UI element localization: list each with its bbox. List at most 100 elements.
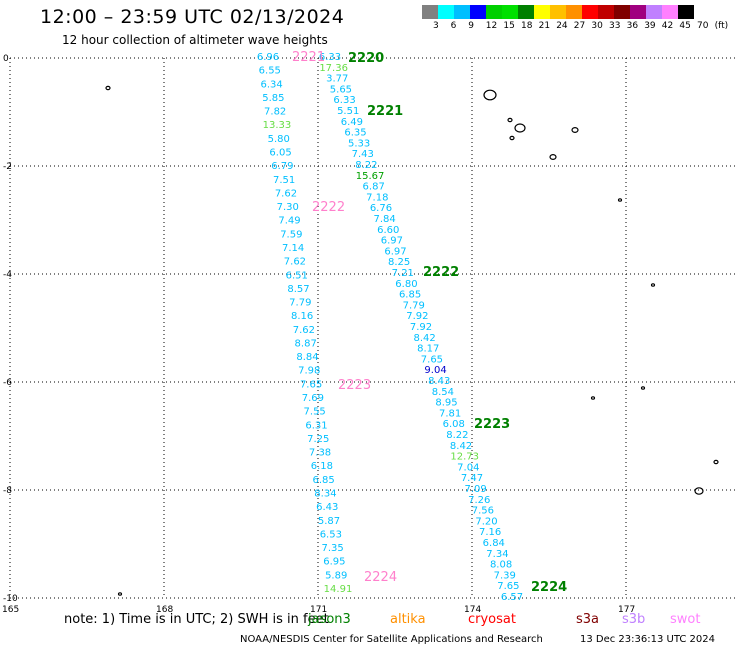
wave-height-value: 8.87 <box>295 338 317 349</box>
island-outline <box>590 396 596 400</box>
footer-credit: NOAA/NESDIS Center for Satellite Applica… <box>240 634 543 645</box>
wave-height-value: 8.84 <box>296 352 318 363</box>
wave-height-value: 6.85 <box>313 475 335 486</box>
wave-height-value: 7.47 <box>461 473 483 484</box>
wave-height-value: 8.95 <box>435 398 457 409</box>
wave-height-value: 8.34 <box>314 489 336 500</box>
wave-height-value: 7.84 <box>373 214 395 225</box>
wave-height-value: 7.49 <box>278 216 300 227</box>
colorbar-label: 45 <box>679 21 691 31</box>
colorbar-swatch <box>662 5 678 19</box>
wave-height-value: 7.43 <box>352 149 374 160</box>
wave-height-value: 7.81 <box>439 408 461 419</box>
wave-height-value: 6.76 <box>370 203 392 214</box>
wave-height-value: 6.31 <box>305 420 327 431</box>
island-outline <box>571 126 579 133</box>
wave-height-value: 7.92 <box>406 311 428 322</box>
island-outline <box>117 592 123 596</box>
colorbar-swatch <box>518 5 534 19</box>
wave-height-value: 5.51 <box>337 106 359 117</box>
colorbar-label: 12 <box>485 21 498 31</box>
wave-height-colorbar <box>422 5 694 19</box>
wave-height-value: 7.51 <box>273 175 295 186</box>
wave-height-value: 12.73 <box>450 452 479 463</box>
colorbar-swatch <box>486 5 502 19</box>
map-grid <box>9 57 738 599</box>
wave-height-value: 6.51 <box>286 270 308 281</box>
wave-height-value: 7.14 <box>282 243 304 254</box>
colorbar-swatch <box>534 5 550 19</box>
wave-height-value: 6.57 <box>501 592 523 603</box>
colorbar-labels: 3 6 9 12 15 18 21 24 27 30 33 36 39 42 45 70 (ft) <box>422 21 740 33</box>
wave-height-value: 7.30 <box>277 202 299 213</box>
wave-height-value: 6.33 <box>333 95 355 106</box>
lat-label: -6 <box>3 378 12 388</box>
altimeter-tracks: 6.96 6.55 6.34 5.85 7.82 13.33 5.80 6.05 6.79 7.5… <box>257 52 523 603</box>
island-outline <box>617 198 623 202</box>
island-outline <box>713 459 719 465</box>
wave-height-value: 6.33 <box>319 52 341 63</box>
colorbar-label: (ft) <box>714 21 729 31</box>
wave-height-value: 7.38 <box>309 448 331 459</box>
wave-height-value: 6.35 <box>344 128 366 139</box>
time-label-pink: 2221 <box>292 50 325 65</box>
island-outline <box>509 135 515 141</box>
colorbar-label: 42 <box>661 21 674 31</box>
page-title: 12:00 – 23:59 UTC 02/13/2024 <box>40 6 345 28</box>
legend-jason3: jason3 <box>308 612 351 627</box>
wave-height-value: 5.87 <box>318 516 340 527</box>
wave-height-value: 7.62 <box>293 325 315 336</box>
colorbar-swatch <box>630 5 646 19</box>
wave-height-value: 7.69 <box>302 393 324 404</box>
time-label-green: 2222 <box>423 265 459 280</box>
colorbar-label: 70 <box>697 21 709 31</box>
wave-height-value: 6.95 <box>323 557 345 568</box>
wave-height-value: 6.18 <box>311 461 333 472</box>
wave-height-value: 6.97 <box>384 246 406 257</box>
longitude-labels: 165 168 171 174 177 <box>2 605 635 615</box>
time-label-green: 2224 <box>531 580 567 595</box>
wave-height-value: 8.43 <box>428 376 450 387</box>
lat-label: 0 <box>3 54 9 64</box>
wave-height-value: 7.59 <box>280 229 302 240</box>
legend-cryosat: cryosat <box>468 612 516 627</box>
wave-height-value: 8.08 <box>490 560 512 571</box>
wave-height-value: 7.34 <box>486 549 508 560</box>
colorbar-swatch <box>646 5 662 19</box>
wave-height-value: 7.62 <box>284 257 306 268</box>
colorbar-label: 30 <box>591 21 603 31</box>
lon-label: 165 <box>2 605 19 615</box>
wave-height-value: 5.33 <box>348 138 370 149</box>
wave-height-value: 7.04 <box>457 462 479 473</box>
lon-label: 174 <box>464 605 481 615</box>
wave-height-value: 7.65 <box>497 581 519 592</box>
island-outline <box>514 123 526 133</box>
wave-height-value: 7.20 <box>475 516 497 527</box>
island-outline <box>640 386 646 390</box>
wave-height-value: 5.65 <box>330 84 352 95</box>
coastlines <box>105 85 719 596</box>
time-label-green: 2223 <box>474 417 510 432</box>
wave-height-value: 8.25 <box>388 257 410 268</box>
wave-height-value: 6.34 <box>260 79 282 90</box>
wave-height-value: 8.54 <box>432 387 454 398</box>
wave-height-value: 7.26 <box>468 495 490 506</box>
colorbar-label: 15 <box>503 21 515 31</box>
footer-timestamp: 13 Dec 23:36:13 UTC 2024 <box>580 634 715 645</box>
lat-label: -4 <box>3 270 12 280</box>
wave-height-value: 6.96 <box>257 52 279 63</box>
wave-height-value: 7.56 <box>472 506 494 517</box>
island-outline <box>105 85 111 91</box>
legend-s3b: s3b <box>622 612 646 627</box>
colorbar-swatch <box>550 5 566 19</box>
wave-height-value: 7.25 <box>307 434 329 445</box>
colorbar-swatch <box>438 5 454 19</box>
wave-height-value: 6.05 <box>269 147 291 158</box>
colorbar-label: 24 <box>556 21 568 31</box>
wave-height-value: 9.04 <box>424 365 446 376</box>
legend-swot: swot <box>670 612 701 627</box>
colorbar-label: 18 <box>521 21 533 31</box>
wave-height-value: 8.17 <box>417 344 439 355</box>
lon-label: 177 <box>618 605 635 615</box>
wave-height-value: 7.21 <box>392 268 414 279</box>
